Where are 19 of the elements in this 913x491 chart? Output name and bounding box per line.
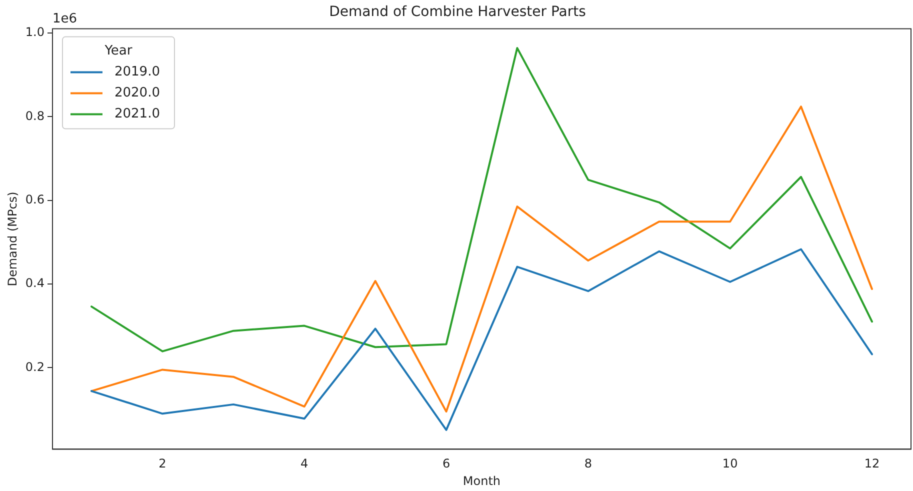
y-axis-title: Demand (MPcs) <box>5 192 20 286</box>
text: 1e6 <box>52 12 78 27</box>
x-tick-label: 2 <box>158 456 166 471</box>
y-tick-label: 0.2 <box>25 360 44 374</box>
x-tick-label: 10 <box>722 456 738 471</box>
x-axis-title: Month <box>462 474 501 488</box>
legend-label: 2020.0 <box>114 86 160 101</box>
y-tick-label: 0.6 <box>25 192 44 206</box>
y-tick-label: 1.0 <box>25 25 44 40</box>
y-tick-label: 0.4 <box>25 276 44 290</box>
legend-title: Year <box>104 44 133 59</box>
x-tick-label: 4 <box>300 456 308 471</box>
legend-label: 2021.0 <box>114 106 160 122</box>
chart-title: Demand of Combine Harvester Parts <box>329 4 586 20</box>
x-tick-label: 8 <box>584 456 592 471</box>
legend-label: 2019.0 <box>114 64 160 80</box>
x-tick-label: 6 <box>442 456 450 471</box>
x-tick-label: 12 <box>864 456 880 471</box>
y-tick-label: 0.8 <box>25 108 44 123</box>
